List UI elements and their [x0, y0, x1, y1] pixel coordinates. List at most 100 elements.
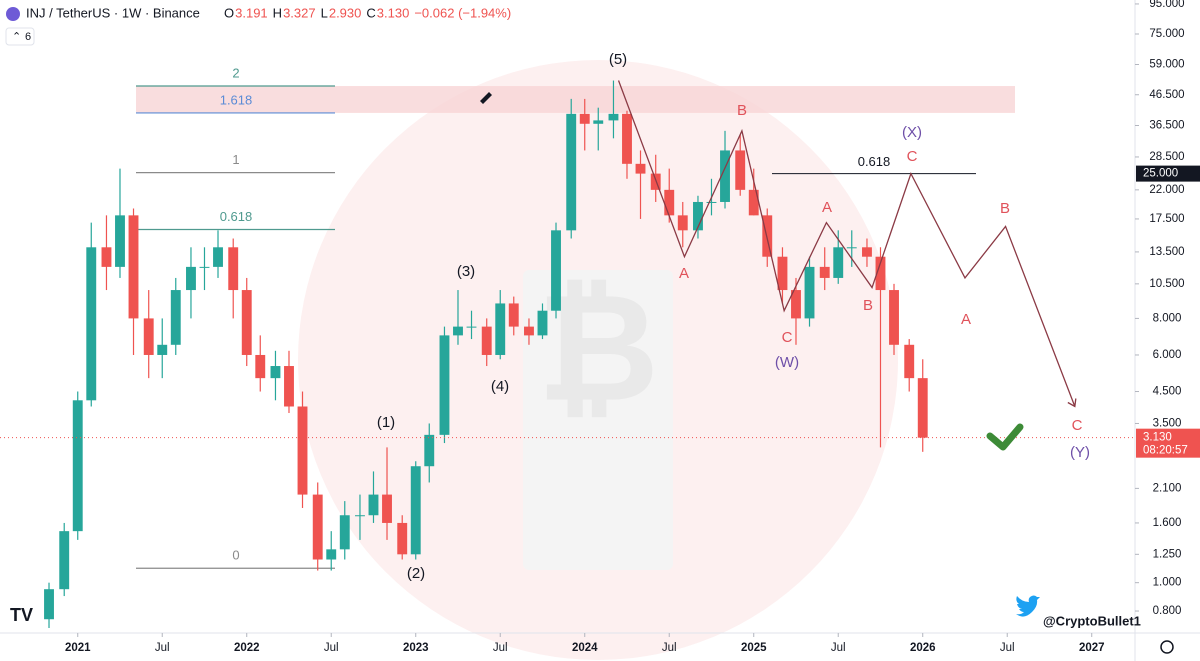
candle-body — [481, 326, 492, 355]
y-tick-label: 1.250 — [1153, 548, 1182, 560]
x-tick-label: Jul — [155, 642, 170, 654]
x-tick-label: Jul — [324, 642, 339, 654]
candle-body — [889, 290, 899, 345]
wave-label: B — [863, 297, 873, 314]
y-tick-label: 3.500 — [1153, 417, 1182, 429]
candle-body — [777, 256, 788, 291]
candle-body — [270, 366, 281, 379]
candle-body — [677, 215, 688, 231]
candle-body — [706, 201, 717, 203]
candle-body — [537, 310, 548, 336]
candle-body — [917, 378, 928, 438]
candle-body — [170, 290, 181, 345]
candle-body — [86, 247, 97, 401]
candle-body — [735, 150, 746, 190]
countdown: 08:20:57 — [1143, 445, 1188, 457]
candle-body — [241, 290, 252, 355]
chevron: ⌃ — [12, 31, 21, 43]
candle-body — [44, 589, 54, 620]
y-tick-label: 1.600 — [1153, 517, 1182, 529]
y-tick-label: 0.800 — [1153, 605, 1182, 617]
ohlc-value: 3.191 — [235, 5, 268, 20]
candle-body — [382, 494, 392, 523]
x-tick-label: 2027 — [1079, 642, 1105, 654]
candle-body — [551, 230, 561, 311]
candle-body — [326, 549, 337, 560]
x-tick-label: 2021 — [65, 642, 91, 654]
projection-path — [617, 80, 1076, 407]
ohlc-label: L — [321, 5, 328, 20]
wave-label: A — [822, 199, 832, 216]
fib-label: 0 — [232, 548, 239, 563]
candle-body — [833, 247, 844, 278]
y-tick-label: 13.500 — [1149, 246, 1184, 258]
x-tick-label: Jul — [1000, 642, 1015, 654]
candle-body — [608, 113, 619, 121]
y-tick-label: 1.000 — [1153, 577, 1182, 589]
candle-body — [635, 163, 646, 174]
wave-label: C — [907, 148, 918, 165]
ohlc-value: 3.327 — [283, 5, 316, 20]
candle-body — [579, 113, 590, 124]
fib-label: 0.618 — [220, 209, 253, 224]
x-tick-label: Jul — [831, 642, 846, 654]
candle-body — [466, 326, 477, 328]
candle-body — [128, 215, 139, 319]
candle-body — [199, 266, 210, 268]
wave-label: B — [737, 102, 747, 119]
candle-body — [875, 256, 886, 291]
candle-body — [748, 189, 759, 216]
wave-label: (3) — [457, 263, 475, 280]
wave-label: (1) — [377, 414, 395, 431]
y-tick-label: 46.500 — [1149, 89, 1184, 101]
candle-body — [186, 266, 196, 291]
candle-body — [453, 326, 463, 336]
wave-label: B — [1000, 200, 1010, 217]
handle: @CryptoBullet1 — [1043, 613, 1141, 628]
fib-label: 1 — [232, 152, 239, 167]
candle-body — [213, 247, 223, 267]
checkmark — [986, 423, 1024, 451]
twitter-icon — [1016, 595, 1040, 617]
candle-body — [157, 344, 168, 355]
y-tick-label: 36.500 — [1149, 120, 1184, 132]
settings-icon[interactable] — [1160, 640, 1174, 654]
candle-body — [846, 247, 857, 249]
y-tick-label: 17.500 — [1149, 213, 1184, 225]
candle-body — [143, 318, 154, 355]
candle-body — [819, 266, 830, 278]
x-tick-label: Jul — [493, 642, 508, 654]
candle-body — [410, 466, 421, 555]
fib-zone — [136, 86, 1015, 113]
wave-label: (X) — [902, 124, 922, 141]
candle-body — [228, 247, 239, 291]
wave-label: A — [679, 265, 689, 282]
pin-icon — [480, 92, 492, 104]
x-tick-label: 2025 — [741, 642, 767, 654]
wave-label: (Y) — [1070, 444, 1090, 461]
x-tick-label: 2024 — [572, 642, 598, 654]
x-tick-label: 2022 — [234, 642, 260, 654]
y-tick-label: 75.000 — [1149, 28, 1184, 40]
y-tick-label: 2.100 — [1153, 482, 1182, 494]
wave-label: A — [961, 311, 971, 328]
symbol-icon — [6, 7, 20, 21]
wave-label: C — [1072, 417, 1083, 434]
candle-body — [664, 189, 675, 216]
wave-label: C — [782, 329, 793, 346]
candle-body — [297, 406, 308, 495]
y-tick-label: 10.500 — [1149, 278, 1184, 290]
wave-label: (2) — [407, 565, 425, 582]
ohlc-label: C — [366, 5, 375, 20]
candle-body — [101, 247, 112, 267]
ohlc-label: H — [273, 5, 282, 20]
candle-body — [622, 113, 632, 164]
candle-body — [508, 303, 519, 327]
candle-body — [368, 494, 379, 516]
candle-body — [593, 120, 604, 124]
indicator-toggle[interactable] — [5, 27, 35, 46]
y-tick-label: 8.000 — [1153, 312, 1182, 324]
marked-price-box — [1136, 165, 1200, 182]
x-tick-label: 2026 — [910, 642, 936, 654]
